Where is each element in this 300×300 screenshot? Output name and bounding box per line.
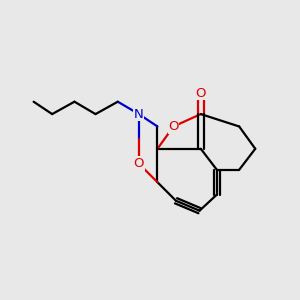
- Text: O: O: [134, 157, 144, 170]
- Text: N: N: [134, 108, 144, 121]
- Text: O: O: [196, 86, 206, 100]
- Text: O: O: [168, 120, 179, 133]
